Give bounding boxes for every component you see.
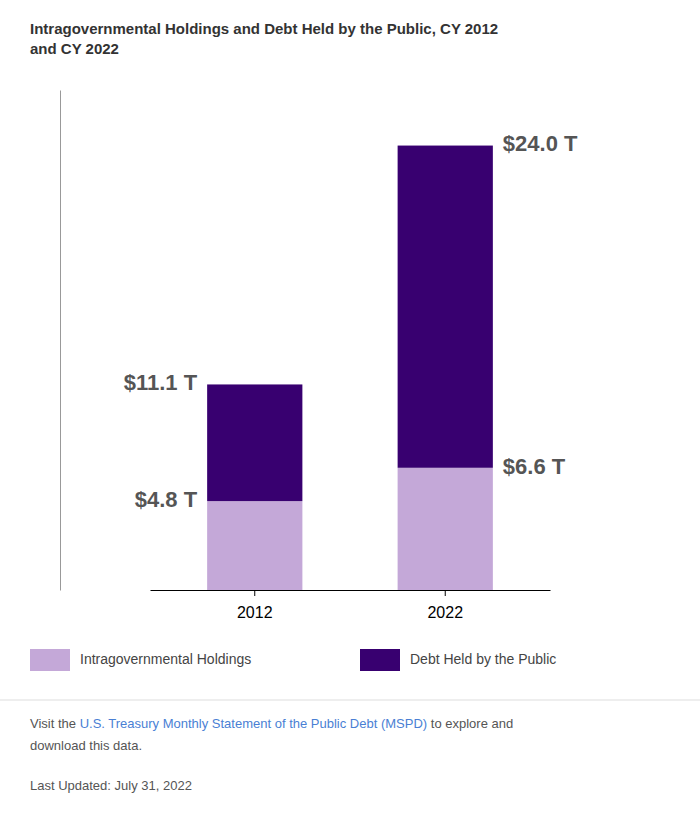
chart: Intragovernmental Holdings and Debt Held… [0,0,700,826]
footer-text: to explore and [427,716,513,731]
x-axis: 2012 2022 [151,590,551,621]
legend: Intragovernmental Holdings Debt Held by t… [30,649,556,671]
y-axis-line [60,91,61,591]
x-tick-label: 2022 [427,604,463,621]
y-axis [60,91,61,591]
annotation: $4.8 T [135,487,198,512]
footer-line: Visit the U.S. Treasury Monthly Statemen… [30,716,513,731]
legend-swatch [30,649,70,671]
title-line: and CY 2022 [30,40,119,57]
legend-label: Intragovernmental Holdings [80,651,251,667]
bar-segment [398,146,493,468]
footer-text: Visit the [30,716,80,731]
annotation: $24.0 T [503,131,578,156]
x-tick-label: 2012 [237,604,273,621]
footer-link: U.S. Treasury Monthly Statement of the P… [80,716,428,731]
x-tick-mark [254,590,255,596]
legend-item: Intragovernmental Holdings [30,649,251,671]
title-line: Intragovernmental Holdings and Debt Held… [30,20,498,37]
footer-text: download this data. [30,738,142,753]
x-tick: 2012 [237,590,273,621]
legend-item: Debt Held by the Public [360,649,556,671]
legend-label: Debt Held by the Public [410,651,556,667]
bars [207,146,493,590]
footer-line: download this data. [30,738,142,753]
bar-segment [398,468,493,590]
x-tick-mark [445,590,446,596]
footer-line: Last Updated: July 31, 2022 [30,778,192,793]
bar-segment [207,501,302,590]
annotation: $11.1 T [124,370,198,395]
annotations: $4.8 T $11.1 T $6.6 T $24.0 T [124,131,578,512]
footer-text: Last Updated: July 31, 2022 [30,778,192,793]
separator [0,700,700,701]
bar-segment [207,384,302,501]
annotation: $6.6 T [503,454,566,479]
title: Intragovernmental Holdings and Debt Held… [30,20,498,57]
x-tick: 2022 [427,590,463,621]
legend-swatch [360,649,400,671]
x-axis-line [151,590,551,591]
